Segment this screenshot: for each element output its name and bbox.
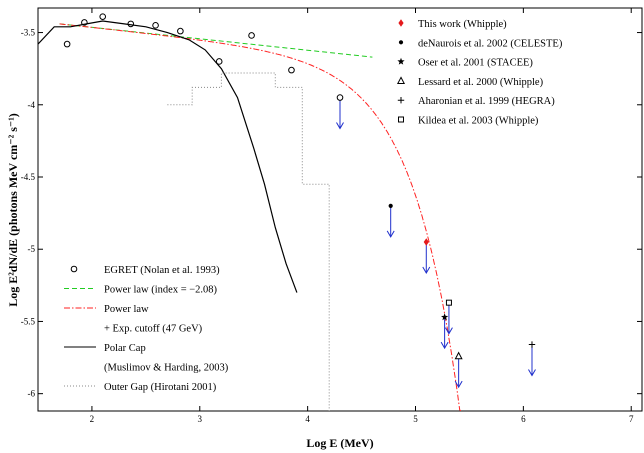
upper-limit-point [423,238,429,246]
egret-point [248,32,255,39]
upper-limit-point [528,341,536,348]
series-cutoff-curve [59,23,462,411]
series-line-line [59,23,373,58]
legend-top-label: This work (Whipple) [418,19,507,30]
legend-bottom-label: EGRET (Nolan et al. 1993) [104,265,220,276]
legend-top-marker [398,19,404,27]
y-tick-label: -6 [28,389,36,399]
legend-top-label: Oser et al. 2001 (STACEE) [418,58,533,69]
legend-bottom-label: Polar Cap [104,343,146,354]
upper-limit-point [445,299,452,306]
upper-limit-point [388,203,393,208]
series-line-line [38,20,298,293]
legend-top-label: Aharonian et al. 1999 (HEGRA) [418,96,555,107]
legend-top-marker [397,97,405,104]
legend-bottom-label: Power law [104,304,149,315]
y-axis-label: Log E²dN/dE (photons MeV cm⁻² s⁻¹) [6,113,20,307]
series-step-line [167,72,330,411]
legend-top-marker [397,57,405,65]
upper-limit-arrow-head [422,266,431,274]
upper-limit-arrow-head [386,230,395,238]
plot-frame [37,7,643,412]
legend-bottom-label: (Muslimov & Harding, 2003) [104,363,229,374]
y-tick-label: -4 [28,100,36,110]
upper-limit-point [454,351,463,360]
upper-limit-arrow-head [528,369,536,377]
legend-bottom-label: Outer Gap (Hirotani 2001) [104,382,217,393]
legend-top-label: deNaurois et al. 2002 (CELESTE) [418,38,563,49]
legend-top-marker [398,116,404,123]
x-tick-label: 4 [305,414,310,424]
egret-point [215,58,223,65]
upper-limit-arrow-head [445,327,453,335]
axis-ticks: 2 3 4 5 6 7 -3.5 -4 -4.5 -5 -5.5 -6 [21,8,642,424]
upper-limit-arrow-head [454,380,463,389]
legend-top-label: Kildea et al. 2003 (Whipple) [418,116,539,127]
egret-point [63,40,71,48]
x-tick-label: 2 [90,414,95,424]
legend-top-marker [398,40,404,45]
x-tick-label: 7 [629,414,634,424]
upper-limit-arrow-head [336,122,344,130]
egret-point [288,66,295,74]
x-axis-label: Log E (MeV) [306,436,373,450]
y-tick-label: -5 [28,244,36,254]
legend-top-label: Lessard et al. 2000 (Whipple) [418,77,544,88]
egret-point [177,27,184,35]
egret-point [127,20,135,28]
x-tick-label: 6 [521,414,526,424]
legend-bottom: EGRET (Nolan et al. 1993) Power law (inde… [64,265,229,393]
y-tick-label: -4.5 [21,172,36,182]
legend-bottom-label: Power law (index = −2.08) [104,285,218,296]
egret-point [99,13,107,20]
x-tick-label: 5 [413,414,418,424]
legend-bottom-marker [70,265,78,273]
y-tick-label: -5.5 [21,316,36,326]
legend-bottom-label: + Exp. cutoff (47 GeV) [104,324,203,335]
upper-limit-point [336,94,344,101]
upper-limit-arrow-head [440,341,449,350]
legend-top: This work (Whipple) deNaurois et al. 2002… [396,19,563,127]
upper-limit-point [441,313,449,321]
y-tick-label: -3.5 [21,28,36,38]
legend-top-marker [396,76,406,84]
egret-point [152,22,159,29]
x-tick-label: 3 [198,414,203,424]
chart-marks [38,13,536,411]
